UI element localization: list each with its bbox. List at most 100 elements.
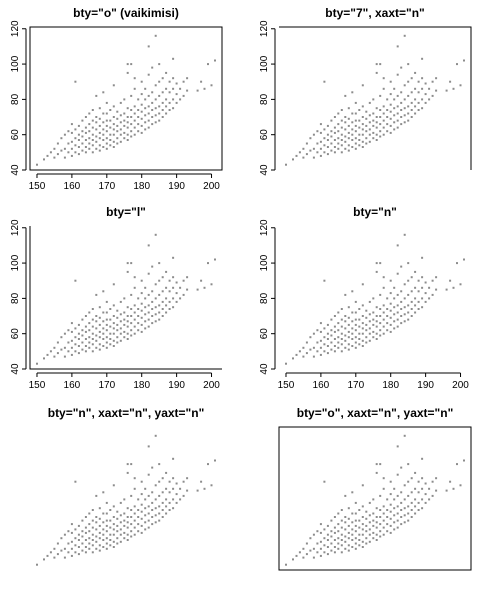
data-point bbox=[445, 288, 448, 291]
data-point bbox=[393, 128, 396, 131]
data-point bbox=[81, 535, 84, 538]
data-point bbox=[91, 318, 94, 321]
data-point bbox=[91, 144, 94, 147]
data-point bbox=[333, 350, 336, 353]
data-point bbox=[407, 112, 410, 115]
data-point bbox=[459, 484, 462, 487]
data-point bbox=[70, 322, 73, 325]
data-point bbox=[393, 98, 396, 101]
data-point bbox=[147, 526, 150, 529]
data-point bbox=[410, 516, 413, 518]
data-point bbox=[330, 348, 333, 351]
data-point bbox=[70, 147, 73, 150]
data-point bbox=[81, 519, 84, 522]
data-point bbox=[340, 526, 343, 529]
data-point bbox=[316, 542, 319, 545]
data-point bbox=[147, 94, 150, 97]
data-point bbox=[186, 489, 189, 492]
data-point bbox=[358, 325, 361, 328]
data-point bbox=[333, 116, 336, 118]
data-point bbox=[84, 338, 87, 340]
data-point bbox=[309, 137, 312, 140]
data-point bbox=[358, 544, 361, 547]
data-point bbox=[361, 516, 364, 518]
data-point bbox=[98, 144, 101, 147]
data-point bbox=[396, 112, 399, 115]
data-point bbox=[351, 320, 354, 323]
data-point bbox=[147, 512, 150, 515]
data-point bbox=[379, 123, 382, 126]
data-point bbox=[172, 498, 175, 501]
data-point bbox=[84, 146, 87, 148]
data-point bbox=[358, 526, 361, 529]
data-point bbox=[347, 306, 350, 309]
data-point bbox=[372, 336, 375, 339]
data-point bbox=[126, 533, 129, 536]
data-point bbox=[354, 341, 357, 344]
data-point bbox=[196, 89, 199, 92]
data-point bbox=[154, 84, 157, 87]
data-point bbox=[151, 300, 154, 303]
data-point bbox=[375, 133, 378, 136]
data-point bbox=[140, 292, 143, 295]
data-point bbox=[109, 119, 112, 122]
data-point bbox=[56, 352, 59, 355]
data-point bbox=[126, 139, 129, 141]
data-point bbox=[403, 233, 406, 236]
data-point bbox=[91, 133, 94, 136]
data-point bbox=[165, 71, 168, 74]
y-tick-label: 100 bbox=[259, 55, 270, 72]
data-point bbox=[105, 547, 108, 550]
data-point bbox=[414, 98, 417, 101]
data-point bbox=[144, 514, 147, 517]
data-point bbox=[126, 116, 129, 118]
data-point bbox=[358, 343, 361, 346]
data-point bbox=[123, 498, 126, 501]
data-point bbox=[109, 544, 112, 547]
data-point bbox=[414, 471, 417, 474]
data-point bbox=[414, 297, 417, 300]
data-point bbox=[417, 501, 420, 504]
data-point bbox=[340, 343, 343, 346]
data-point bbox=[116, 142, 119, 145]
data-point bbox=[102, 546, 105, 548]
data-point bbox=[112, 332, 115, 335]
data-point bbox=[147, 293, 150, 296]
data-point bbox=[354, 519, 357, 522]
data-point bbox=[210, 84, 213, 87]
data-point bbox=[116, 542, 119, 545]
data-point bbox=[36, 163, 38, 166]
data-point bbox=[347, 137, 350, 140]
data-point bbox=[88, 530, 91, 533]
data-point bbox=[186, 77, 189, 80]
data-point bbox=[91, 544, 94, 547]
y-tick-label: 60 bbox=[259, 328, 270, 340]
data-point bbox=[389, 131, 392, 134]
data-point bbox=[133, 126, 136, 129]
data-point bbox=[389, 316, 392, 319]
data-point bbox=[140, 124, 143, 127]
data-point bbox=[109, 338, 112, 340]
data-point bbox=[116, 524, 119, 527]
data-point bbox=[435, 288, 438, 291]
data-point bbox=[400, 290, 403, 293]
data-point bbox=[105, 341, 108, 344]
data-point bbox=[323, 151, 326, 154]
data-point bbox=[112, 304, 115, 307]
data-point bbox=[337, 147, 340, 150]
data-point bbox=[137, 116, 140, 118]
data-point bbox=[102, 327, 105, 330]
data-point bbox=[105, 311, 108, 314]
data-point bbox=[365, 537, 368, 540]
data-point bbox=[382, 77, 385, 80]
data-point bbox=[203, 87, 206, 90]
data-point bbox=[147, 473, 150, 476]
data-point bbox=[88, 123, 91, 126]
data-point bbox=[309, 537, 312, 540]
data-point bbox=[112, 345, 115, 347]
data-point bbox=[95, 494, 98, 497]
data-point bbox=[347, 544, 350, 547]
data-point bbox=[333, 330, 336, 333]
data-point bbox=[91, 126, 94, 129]
data-point bbox=[414, 286, 417, 289]
